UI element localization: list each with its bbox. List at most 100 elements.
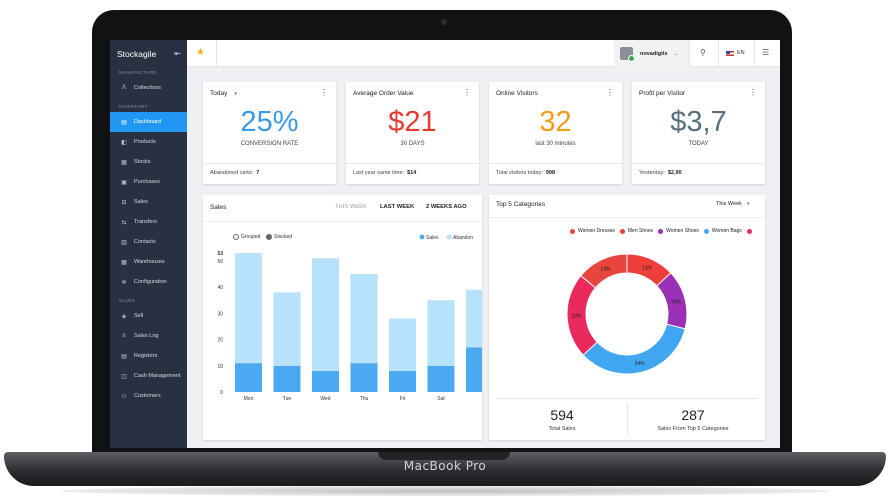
sidebar-item-label: Dashboard — [134, 119, 161, 125]
sidebar-item-label: Registers — [134, 353, 158, 359]
slice-label: 16% — [671, 299, 682, 305]
legend-marker — [570, 228, 575, 234]
top5-sales-value: 287 — [681, 407, 705, 423]
sidebar-item-cash-management[interactable]: ◫ Cash Management — [110, 366, 187, 386]
donut-slice — [566, 275, 598, 356]
sidebar-item-warehouses[interactable]: ▦ Warehouses — [110, 252, 187, 272]
sidebar-item-purchases[interactable]: ▣ Purchases — [110, 172, 187, 192]
sidebar: Stockagile ⇤ MANUFACTURE Ʌ Collections INVE… — [110, 40, 187, 448]
sidebar-item-stocks[interactable]: ▦ Stocks — [110, 152, 187, 172]
kpi-title[interactable]: Today ▾ — [210, 90, 237, 97]
sell-icon: ◈ — [121, 313, 127, 320]
kpi-footer: Abandoned carts: 7 — [203, 163, 336, 184]
divider — [496, 398, 758, 399]
language-selector[interactable]: EN — [726, 50, 745, 56]
sidebar-section-label: MANUFACTURE — [119, 70, 157, 75]
kpi-footer: Total visitors today: 998 — [489, 163, 622, 184]
legend-item[interactable]: Women Dresses — [570, 228, 615, 234]
more-vertical-icon[interactable]: ⋮ — [463, 88, 471, 97]
star-icon[interactable]: ★ — [196, 47, 205, 58]
purchases-icon: ▣ — [121, 179, 127, 186]
caret-down-icon: ▾ — [234, 91, 237, 97]
bar-abandoned — [466, 289, 482, 348]
x-tick-label: Tue — [283, 396, 292, 402]
products-icon: ◧ — [121, 139, 127, 146]
kpi-card-profit-per-visitor: Profit per Visitor ⋮ $3,7 TODAY Yesterda… — [632, 82, 765, 184]
sidebar-section-label: SALES — [119, 298, 136, 303]
option-grouped[interactable]: Grouped — [233, 234, 260, 240]
more-vertical-icon[interactable]: ⋮ — [320, 88, 328, 97]
list-menu-icon[interactable]: ☰ — [762, 48, 770, 57]
bar-abandoned — [350, 273, 378, 364]
caret-down-icon[interactable]: ▾ — [747, 201, 750, 207]
x-tick-label: Mon — [244, 396, 254, 402]
sidebar-item-configuration[interactable]: ✲ Configuration — [110, 272, 187, 292]
kpi-title: Profit per Visitor — [639, 90, 686, 97]
bar-sales — [273, 365, 301, 392]
bar-abandoned — [312, 258, 339, 372]
kpi-card-online-visitors: Online Visitors ⋮ 32 last 30 minutes Tot… — [489, 82, 622, 184]
cash-icon: ◫ — [121, 373, 127, 380]
username: novadigits — [640, 50, 668, 57]
sidebar-item-label: Customers — [134, 393, 161, 399]
legend-item[interactable]: Women Shoes — [658, 228, 699, 234]
bar-sales — [466, 347, 482, 392]
slice-label: 23% — [572, 314, 583, 320]
legend-item[interactable]: Women Bags — [703, 228, 742, 234]
sidebar-item-label: Configuration — [134, 279, 167, 285]
more-vertical-icon[interactable]: ⋮ — [749, 88, 757, 97]
pie-legend: Women Dresses Men Shoes Women Shoes Women B… — [570, 228, 758, 234]
sidebar-menu: MANUFACTURE Ʌ Collections INVENTORY ▤ Dashboa… — [110, 67, 187, 406]
card-title: Top 5 Categories — [496, 201, 546, 208]
user-menu[interactable]: novadigits ⌄ — [614, 40, 689, 67]
sidebar-item-transfers[interactable]: ⇆ Transfers — [110, 212, 187, 232]
x-tick-label: Wed — [320, 396, 330, 402]
kpi-value: $3,7 — [670, 106, 727, 138]
legend-marker — [619, 228, 625, 234]
sidebar-item-collections[interactable]: Ʌ Collections — [110, 78, 187, 98]
legend-item[interactable] — [746, 228, 755, 234]
collapse-sidebar-icon[interactable]: ⇤ — [174, 49, 181, 58]
divider — [203, 221, 482, 222]
sales-card: Sales THIS WEEK LAST WEEK 2 WEEKS AGO Gr… — [203, 195, 482, 440]
y-tick-label: 53 — [217, 251, 223, 257]
sidebar-item-dashboard[interactable]: ▤ Dashboard — [110, 112, 187, 132]
card-title: Sales — [210, 204, 227, 211]
bar-sales — [427, 365, 455, 392]
tab-this-week[interactable]: THIS WEEK — [335, 204, 367, 210]
device-brand-label: MacBook Pro — [403, 459, 487, 473]
camera-icon — [441, 19, 447, 25]
legend-label: Sales — [426, 235, 439, 241]
x-tick-label: Sat — [437, 396, 445, 402]
legend-label: Men Shoes — [627, 228, 654, 234]
tab-last-week[interactable]: LAST WEEK — [380, 204, 415, 210]
legend-label: Women Dresses — [578, 228, 615, 234]
legend-marker — [658, 228, 664, 234]
sidebar-item-sales-log[interactable]: ≡ Sales Log — [110, 326, 187, 346]
sidebar-item-registers[interactable]: ▤ Registers — [110, 346, 187, 366]
sidebar-item-contacts[interactable]: ▥ Contacts — [110, 232, 187, 252]
bar-sales — [235, 363, 262, 392]
search-icon[interactable]: ⚲ — [700, 48, 706, 57]
period-select[interactable]: This Week — [716, 201, 742, 207]
bar-abandoned — [273, 292, 301, 366]
sidebar-item-label: Sales — [134, 199, 148, 205]
more-vertical-icon[interactable]: ⋮ — [606, 88, 614, 97]
tab-two-weeks-ago[interactable]: 2 WEEKS AGO — [426, 204, 467, 210]
stocks-icon: ▦ — [121, 159, 127, 166]
total-sales-label: Total Sales — [548, 426, 576, 432]
y-tick-label: 40 — [217, 285, 223, 291]
kpi-title: Online Visitors — [496, 90, 538, 97]
customers-icon: ⚇ — [121, 393, 127, 400]
slice-label: 13% — [642, 266, 653, 272]
sidebar-item-sell[interactable]: ◈ Sell — [110, 306, 187, 326]
sidebar-section-label: INVENTORY — [119, 104, 148, 109]
option-stacked[interactable]: Stacked — [266, 234, 292, 240]
sidebar-item-sales[interactable]: ⊟ Sales — [110, 192, 187, 212]
legend-item[interactable]: Men Shoes — [619, 228, 654, 234]
sidebar-item-products[interactable]: ◧ Products — [110, 132, 187, 152]
divider — [627, 403, 628, 435]
sidebar-item-customers[interactable]: ⚇ Customers — [110, 386, 187, 406]
y-tick-label: 20 — [217, 338, 223, 344]
kpi-value: 32 — [539, 106, 572, 138]
